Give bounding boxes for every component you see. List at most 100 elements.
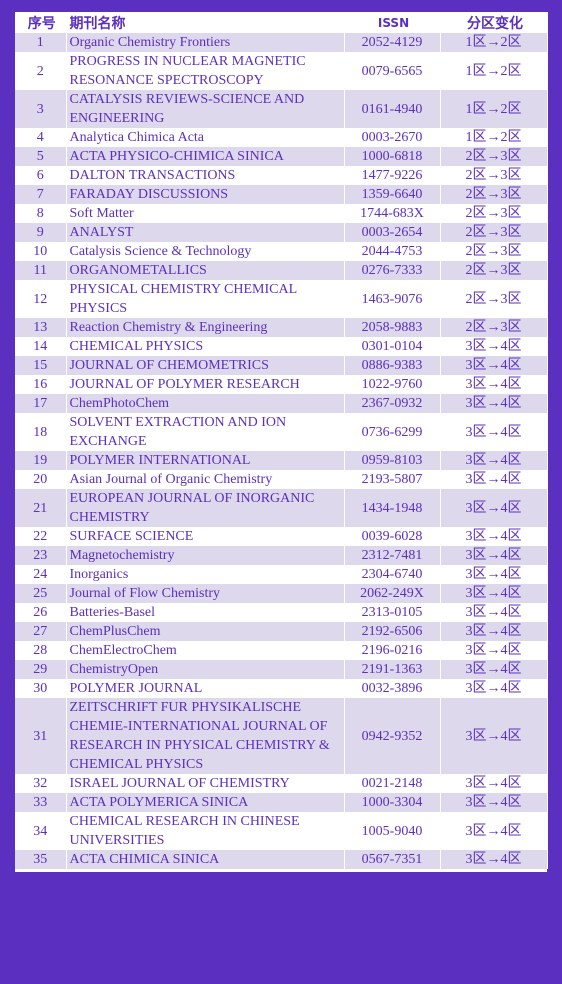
table-row: 15 JOURNAL OF CHEMOMETRICS 0886-9383 3区→4区 bbox=[15, 356, 548, 375]
cell-zone-change: 2区→3区 bbox=[440, 318, 548, 337]
cell-issn: 2313-0105 bbox=[344, 603, 441, 622]
cell-issn: 2193-5807 bbox=[344, 470, 441, 489]
table-row: 4 Analytica Chimica Acta 0003-2670 1区→2区 bbox=[15, 128, 548, 147]
cell-issn: 2367-0932 bbox=[344, 394, 441, 413]
cell-zone-change: 3区→4区 bbox=[440, 584, 548, 603]
cell-no: 5 bbox=[15, 147, 67, 166]
cell-issn: 2196-0216 bbox=[344, 641, 441, 660]
cell-issn: 1005-9040 bbox=[344, 812, 441, 850]
cell-no: 22 bbox=[15, 527, 67, 546]
cell-journal-name: JOURNAL OF POLYMER RESEARCH bbox=[66, 375, 345, 394]
cell-no: 1 bbox=[15, 33, 67, 52]
cell-journal-name: PHYSICAL CHEMISTRY CHEMICAL PHYSICS bbox=[66, 280, 345, 318]
cell-no: 3 bbox=[15, 90, 67, 128]
cell-zone-change: 2区→3区 bbox=[440, 204, 548, 223]
cell-issn: 0039-6028 bbox=[344, 527, 441, 546]
cell-zone-change: 3区→4区 bbox=[440, 812, 548, 850]
table-row: 12 PHYSICAL CHEMISTRY CHEMICAL PHYSICS 146… bbox=[15, 280, 548, 318]
cell-no: 19 bbox=[15, 451, 67, 470]
table-row: 27 ChemPlusChem 2192-6506 3区→4区 bbox=[15, 622, 548, 641]
cell-journal-name: SOLVENT EXTRACTION AND ION EXCHANGE bbox=[66, 413, 345, 451]
cell-zone-change: 2区→3区 bbox=[440, 280, 548, 318]
cell-issn: 0886-9383 bbox=[344, 356, 441, 375]
cell-journal-name: CATALYSIS REVIEWS-SCIENCE AND ENGINEERIN… bbox=[66, 90, 345, 128]
cell-zone-change: 3区→4区 bbox=[440, 527, 548, 546]
cell-journal-name: ANALYST bbox=[66, 223, 345, 242]
cell-issn: 1022-9760 bbox=[344, 375, 441, 394]
cell-journal-name: SURFACE SCIENCE bbox=[66, 527, 345, 546]
table-row: 1 Organic Chemistry Frontiers 2052-4129 1区→… bbox=[15, 33, 548, 52]
cell-issn: 0301-0104 bbox=[344, 337, 441, 356]
cell-journal-name: Batteries-Basel bbox=[66, 603, 345, 622]
cell-issn: 0736-6299 bbox=[344, 413, 441, 451]
cell-issn: 0021-2148 bbox=[344, 774, 441, 793]
cell-issn: 1744-683X bbox=[344, 204, 441, 223]
table-row: 11 ORGANOMETALLICS 0276-7333 2区→3区 bbox=[15, 261, 548, 280]
cell-zone-change: 3区→4区 bbox=[440, 451, 548, 470]
cell-zone-change: 3区→4区 bbox=[440, 774, 548, 793]
cell-no: 11 bbox=[15, 261, 67, 280]
table-row: 17 ChemPhotoChem 2367-0932 3区→4区 bbox=[15, 394, 548, 413]
cell-journal-name: ChemistryOpen bbox=[66, 660, 345, 679]
table-row: 3 CATALYSIS REVIEWS-SCIENCE AND ENGINEERI… bbox=[15, 90, 548, 128]
cell-zone-change: 3区→4区 bbox=[440, 641, 548, 660]
cell-zone-change: 3区→4区 bbox=[440, 698, 548, 774]
cell-journal-name: Inorganics bbox=[66, 565, 345, 584]
cell-zone-change: 3区→4区 bbox=[440, 356, 548, 375]
cell-no: 7 bbox=[15, 185, 67, 204]
cell-no: 10 bbox=[15, 242, 67, 261]
cell-no: 8 bbox=[15, 204, 67, 223]
cell-zone-change: 2区→3区 bbox=[440, 185, 548, 204]
table-row: 35 ACTA CHIMICA SINICA 0567-7351 3区→4区 bbox=[15, 850, 548, 869]
cell-no: 35 bbox=[15, 850, 67, 869]
cell-journal-name: ORGANOMETALLICS bbox=[66, 261, 345, 280]
cell-issn: 1000-6818 bbox=[344, 147, 441, 166]
cell-journal-name: DALTON TRANSACTIONS bbox=[66, 166, 345, 185]
cell-issn: 1359-6640 bbox=[344, 185, 441, 204]
cell-journal-name: FARADAY DISCUSSIONS bbox=[66, 185, 345, 204]
cell-issn: 0959-8103 bbox=[344, 451, 441, 470]
header-issn: ISSN bbox=[344, 12, 441, 33]
cell-journal-name: ChemPhotoChem bbox=[66, 394, 345, 413]
cell-no: 26 bbox=[15, 603, 67, 622]
table-row: 31 ZEITSCHRIFT FUR PHYSIKALISCHE CHEMIE-I… bbox=[15, 698, 548, 774]
cell-no: 34 bbox=[15, 812, 67, 850]
cell-issn: 2062-249X bbox=[344, 584, 441, 603]
table-row: 20 Asian Journal of Organic Chemistry 2193… bbox=[15, 470, 548, 489]
cell-issn: 0079-6565 bbox=[344, 52, 441, 90]
table-row: 6 DALTON TRANSACTIONS 1477-9226 2区→3区 bbox=[15, 166, 548, 185]
cell-journal-name: CHEMICAL RESEARCH IN CHINESE UNIVERSITIE… bbox=[66, 812, 345, 850]
cell-no: 28 bbox=[15, 641, 67, 660]
table-row: 13 Reaction Chemistry & Engineering 2058-9… bbox=[15, 318, 548, 337]
cell-journal-name: Reaction Chemistry & Engineering bbox=[66, 318, 345, 337]
cell-no: 29 bbox=[15, 660, 67, 679]
header-journal-name: 期刊名称 bbox=[66, 12, 345, 33]
cell-no: 2 bbox=[15, 52, 67, 90]
table-row: 25 Journal of Flow Chemistry 2062-249X 3区→4… bbox=[15, 584, 548, 603]
cell-issn: 2058-9883 bbox=[344, 318, 441, 337]
table-row: 24 Inorganics 2304-6740 3区→4区 bbox=[15, 565, 548, 584]
cell-zone-change: 1区→2区 bbox=[440, 33, 548, 52]
cell-no: 4 bbox=[15, 128, 67, 147]
table-row: 34 CHEMICAL RESEARCH IN CHINESE UNIVERSIT… bbox=[15, 812, 548, 850]
cell-zone-change: 3区→4区 bbox=[440, 394, 548, 413]
cell-issn: 1477-9226 bbox=[344, 166, 441, 185]
cell-zone-change: 3区→4区 bbox=[440, 793, 548, 812]
cell-no: 20 bbox=[15, 470, 67, 489]
cell-issn: 2191-1363 bbox=[344, 660, 441, 679]
cell-no: 25 bbox=[15, 584, 67, 603]
table-bottom-edge bbox=[15, 869, 547, 872]
cell-journal-name: JOURNAL OF CHEMOMETRICS bbox=[66, 356, 345, 375]
cell-no: 9 bbox=[15, 223, 67, 242]
cell-zone-change: 3区→4区 bbox=[440, 622, 548, 641]
table-row: 2 PROGRESS IN NUCLEAR MAGNETIC RESONANCE … bbox=[15, 52, 548, 90]
cell-journal-name: CHEMICAL PHYSICS bbox=[66, 337, 345, 356]
cell-zone-change: 3区→4区 bbox=[440, 375, 548, 394]
cell-journal-name: PROGRESS IN NUCLEAR MAGNETIC RESONANCE S… bbox=[66, 52, 345, 90]
journal-table: 序号 期刊名称 ISSN 分区变化 1 Organic Chemistry Fro… bbox=[15, 12, 548, 869]
table-row: 5 ACTA PHYSICO-CHIMICA SINICA 1000-6818 2区→… bbox=[15, 147, 548, 166]
cell-journal-name: ChemElectroChem bbox=[66, 641, 345, 660]
cell-journal-name: ISRAEL JOURNAL OF CHEMISTRY bbox=[66, 774, 345, 793]
table-row: 7 FARADAY DISCUSSIONS 1359-6640 2区→3区 bbox=[15, 185, 548, 204]
cell-journal-name: Catalysis Science & Technology bbox=[66, 242, 345, 261]
